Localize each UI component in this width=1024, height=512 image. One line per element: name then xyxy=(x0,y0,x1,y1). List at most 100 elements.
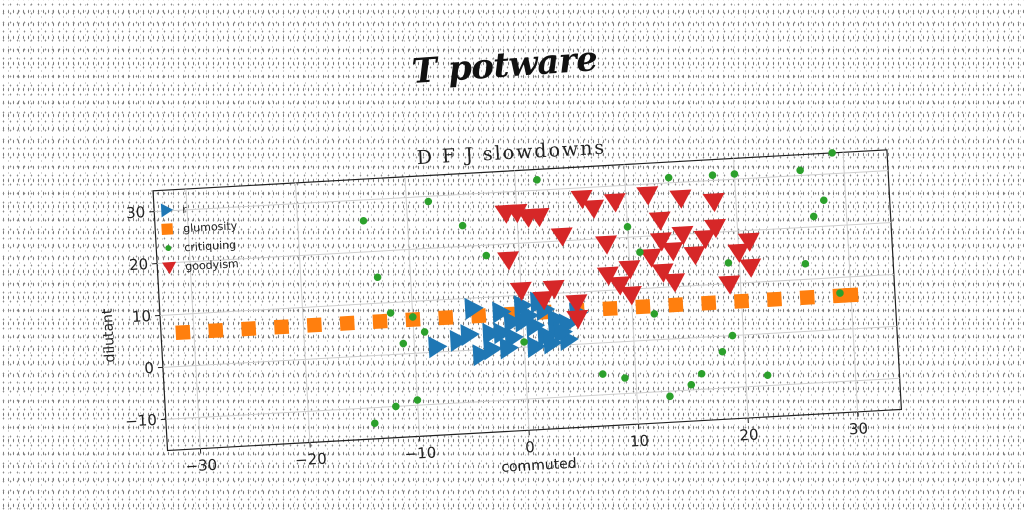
y-tick-label: 10 xyxy=(131,307,151,326)
data-point-critiquing xyxy=(836,289,844,297)
data-point-glumosity xyxy=(175,324,191,341)
data-point-goodyism xyxy=(737,232,760,252)
chart-title: D F J slowdowns xyxy=(416,137,606,170)
data-point-glumosity xyxy=(306,317,322,333)
data-point-glumosity xyxy=(602,300,618,317)
data-point-critiquing xyxy=(458,221,467,230)
data-point-goodyism xyxy=(542,279,565,300)
x-tick-label: −20 xyxy=(295,450,328,470)
data-point-critiquing xyxy=(828,149,836,157)
x-grid-line xyxy=(185,188,201,449)
data-point-goodyism xyxy=(582,199,605,219)
legend: r glumosity critiquing goodyism xyxy=(160,203,239,275)
plot-area: −30 −20 −10 0 10 20 30 −10 0 10 20 30 D F J slowdow… xyxy=(100,137,903,476)
data-point-glumosity xyxy=(241,321,257,337)
data-point-goodyism xyxy=(718,275,741,295)
data-point-glumosity xyxy=(668,297,684,313)
data-point-critiquing xyxy=(730,170,739,178)
data-point-critiquing xyxy=(718,347,727,356)
y-grid-line xyxy=(154,170,889,213)
data-point-goodyism xyxy=(595,235,618,255)
x-tick-label: −10 xyxy=(404,443,437,463)
data-point-glumosity xyxy=(701,295,717,311)
data-point-critiquing xyxy=(392,402,400,411)
data-point-goodyism xyxy=(527,207,550,228)
data-point-r xyxy=(428,336,448,359)
data-point-r xyxy=(513,295,534,318)
y-tick-label: 20 xyxy=(129,255,149,274)
data-point-critiquing xyxy=(399,339,408,348)
data-point-critiquing xyxy=(413,396,422,404)
axes-frame xyxy=(152,149,903,452)
data-point-critiquing xyxy=(386,309,395,317)
x-tick-label: 20 xyxy=(739,425,759,444)
series-r xyxy=(428,291,589,367)
legend-marker-critiquing xyxy=(165,245,172,252)
data-point-goodyism xyxy=(649,232,672,252)
x-tick-label: 30 xyxy=(849,419,869,438)
x-grid-line xyxy=(294,182,311,443)
data-point-critiquing xyxy=(371,419,379,428)
data-marks xyxy=(175,149,859,428)
data-point-critiquing xyxy=(420,328,429,336)
data-point-critiquing xyxy=(796,166,804,175)
data-point-critiquing xyxy=(697,369,706,378)
series-critiquing xyxy=(359,149,844,428)
data-point-r xyxy=(499,337,519,360)
x-grid-line xyxy=(842,152,859,412)
data-point-critiquing xyxy=(809,212,818,221)
data-point-glumosity xyxy=(733,293,750,309)
data-point-critiquing xyxy=(820,196,828,205)
data-point-r xyxy=(527,336,547,358)
data-point-critiquing xyxy=(664,173,673,182)
data-point-goodyism xyxy=(693,229,716,250)
data-point-critiquing xyxy=(424,197,433,206)
data-point-critiquing xyxy=(623,223,632,231)
data-point-critiquing xyxy=(763,371,772,380)
data-point-glumosity xyxy=(843,287,859,303)
data-point-r xyxy=(519,305,540,328)
y-tick-label: 30 xyxy=(126,203,146,222)
data-point-critiquing xyxy=(636,248,644,256)
data-point-glumosity xyxy=(273,319,290,335)
y-grid-line xyxy=(159,273,894,316)
data-point-r xyxy=(553,321,573,344)
legend-label-r: r xyxy=(182,203,188,216)
data-point-goodyism xyxy=(651,263,674,283)
data-point-glumosity xyxy=(372,313,388,329)
data-point-r xyxy=(482,322,502,345)
x-tick-label: 10 xyxy=(629,432,649,451)
data-point-r xyxy=(492,301,512,324)
x-grid-line xyxy=(733,158,749,419)
data-point-goodyism xyxy=(671,225,694,246)
data-point-critiquing xyxy=(728,331,737,340)
data-point-goodyism xyxy=(565,294,588,314)
data-point-goodyism xyxy=(727,243,750,263)
data-point-critiquing xyxy=(533,176,541,184)
data-point-goodyism xyxy=(550,227,573,247)
data-point-goodyism xyxy=(497,251,520,271)
data-point-r xyxy=(547,308,567,331)
data-point-glumosity xyxy=(208,322,224,339)
tick-labels: −30 −20 −10 0 10 20 30 −10 0 10 20 30 xyxy=(125,203,869,475)
data-point-goodyism xyxy=(702,192,725,213)
y-grid-line xyxy=(165,377,900,420)
data-point-critiquing xyxy=(650,310,659,318)
data-point-r xyxy=(493,322,513,345)
data-point-critiquing xyxy=(621,374,629,382)
data-point-r xyxy=(525,315,546,338)
y-tick-label: −10 xyxy=(125,411,158,431)
legend-label-goodyism: goodyism xyxy=(185,257,239,273)
data-point-goodyism xyxy=(566,309,589,330)
data-point-critiquing xyxy=(598,370,607,378)
data-point-r xyxy=(543,332,563,355)
data-point-glumosity xyxy=(799,289,815,306)
data-point-goodyism xyxy=(636,186,659,206)
series-goodyism xyxy=(494,186,762,330)
data-point-critiquing xyxy=(708,171,717,179)
data-point-goodyism xyxy=(739,258,762,278)
data-point-goodyism xyxy=(532,290,555,311)
legend-label-critiquing: critiquing xyxy=(184,238,237,254)
data-point-r xyxy=(472,344,492,367)
data-point-glumosity xyxy=(438,310,454,326)
